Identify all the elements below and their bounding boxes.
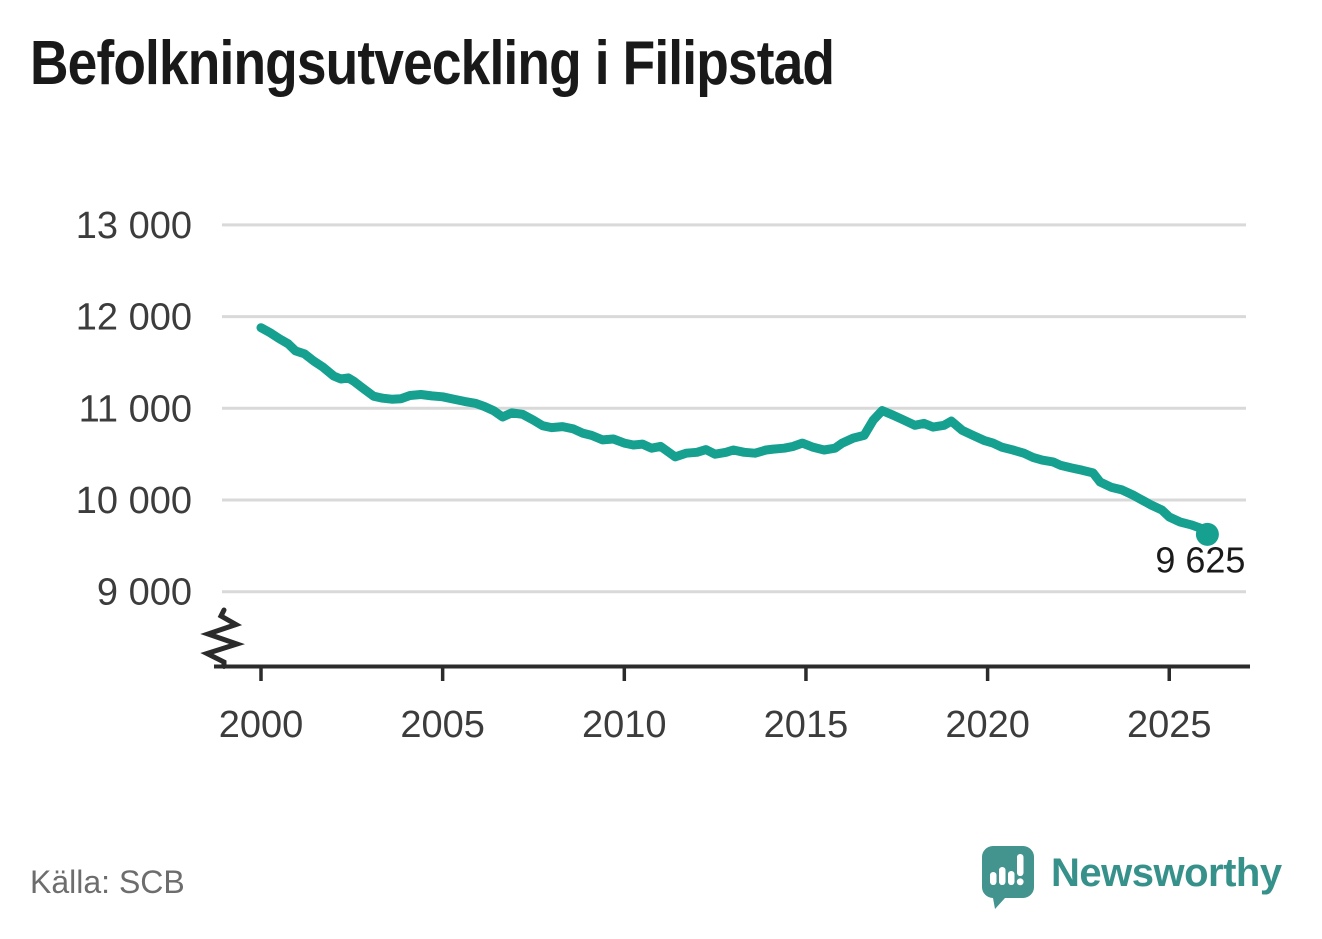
x-tick-label: 2010 bbox=[582, 704, 667, 746]
population-line-series bbox=[256, 323, 1212, 539]
y-tick-label: 10 000 bbox=[76, 480, 192, 522]
axis-break-icon bbox=[200, 607, 245, 669]
x-tick-label: 2025 bbox=[1127, 704, 1212, 746]
x-tick-label: 2005 bbox=[400, 704, 485, 746]
bar-chart-icon bbox=[990, 867, 1015, 885]
x-tick-label: 2000 bbox=[219, 704, 304, 746]
y-tick-label: 11 000 bbox=[79, 388, 192, 430]
x-axis-tick-labels: 2000 2005 2010 2015 2020 2025 bbox=[219, 704, 1212, 746]
y-tick-label: 13 000 bbox=[76, 205, 192, 247]
y-gridlines bbox=[222, 223, 1246, 594]
y-tick-label: 12 000 bbox=[76, 297, 192, 339]
exclamation-mark-icon bbox=[1016, 854, 1024, 886]
page-title: Befolkningsutveckling i Filipstad bbox=[30, 29, 835, 98]
newsworthy-logo-icon bbox=[982, 846, 1034, 909]
y-tick-label: 9 000 bbox=[97, 572, 192, 614]
newsworthy-logo: Newsworthy bbox=[982, 846, 1282, 910]
last-point-value-label: 9 625 bbox=[1155, 539, 1245, 580]
x-tick-label: 2020 bbox=[945, 704, 1030, 746]
x-tick-label: 2015 bbox=[764, 704, 849, 746]
x-axis-ticks bbox=[259, 666, 1171, 681]
source-note: Källa: SCB bbox=[30, 864, 185, 900]
y-axis-tick-labels: 9 000 10 000 11 000 12 000 13 000 bbox=[76, 205, 192, 614]
newsworthy-logo-text: Newsworthy bbox=[1051, 850, 1282, 895]
last-point-dot bbox=[1195, 522, 1219, 546]
